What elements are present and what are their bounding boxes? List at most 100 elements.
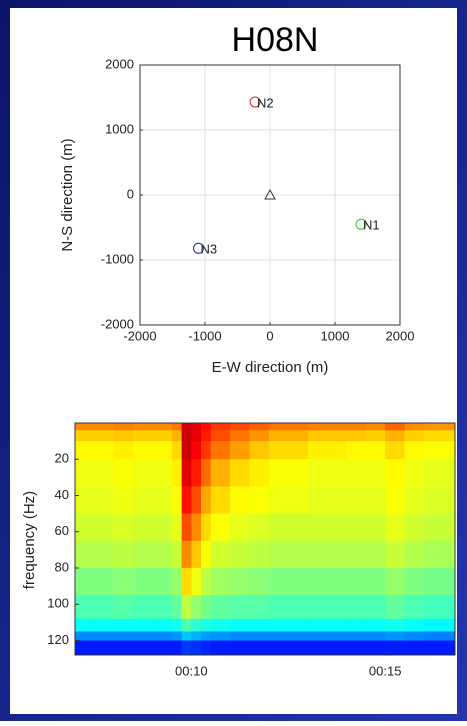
cell — [230, 540, 250, 569]
y-tick-label: 2000 — [105, 56, 134, 71]
cell — [385, 430, 406, 442]
cell — [113, 459, 134, 487]
cell — [171, 486, 183, 515]
cell — [133, 441, 154, 460]
cell — [346, 568, 367, 596]
cell — [268, 618, 309, 632]
cell — [191, 540, 202, 569]
cell — [75, 459, 95, 487]
cell — [404, 640, 425, 656]
cell — [191, 486, 202, 515]
cell — [268, 441, 309, 460]
cell — [201, 441, 212, 460]
cell — [201, 423, 212, 431]
y-axis-label: frequency (Hz) — [21, 491, 38, 589]
cell — [113, 430, 134, 442]
cell — [230, 430, 250, 442]
y-tick-label: 1000 — [105, 121, 134, 136]
cell — [152, 430, 173, 442]
cell — [404, 441, 425, 460]
cell — [210, 595, 231, 620]
x-tick-label: 00:10 — [175, 663, 208, 678]
cell — [365, 540, 386, 569]
cell — [230, 459, 250, 487]
cell — [230, 441, 250, 460]
cell — [152, 441, 173, 460]
cell — [346, 423, 367, 431]
cell — [133, 513, 154, 542]
cell — [113, 618, 134, 632]
cell — [94, 568, 115, 596]
cell — [171, 618, 183, 632]
y-tick-label: 20 — [55, 451, 69, 466]
cell — [365, 640, 386, 656]
cell — [249, 441, 270, 460]
cell — [210, 618, 231, 632]
cell — [181, 430, 192, 442]
cell — [307, 513, 347, 542]
cell — [171, 540, 183, 569]
cell — [365, 486, 386, 515]
cell — [201, 595, 212, 620]
cell — [346, 540, 367, 569]
cell — [171, 423, 183, 431]
x-axis-label: E-W direction (m) — [212, 359, 329, 376]
cell — [404, 595, 425, 620]
cell — [346, 441, 367, 460]
cell — [152, 631, 173, 641]
cell — [307, 441, 347, 460]
cell — [133, 568, 154, 596]
cell — [404, 618, 425, 632]
cell — [210, 640, 231, 656]
reference-marker — [264, 188, 276, 200]
cell — [191, 595, 202, 620]
cell — [171, 513, 183, 542]
cell — [307, 595, 347, 620]
cell — [346, 618, 367, 632]
cell — [201, 631, 212, 641]
cell — [268, 486, 309, 515]
cell — [307, 618, 347, 632]
point — [193, 242, 204, 254]
cell — [249, 430, 270, 442]
cell — [133, 595, 154, 620]
y-tick-label: -1000 — [101, 251, 134, 266]
y-tick-label: -2000 — [101, 316, 134, 331]
cell — [346, 459, 367, 487]
cell — [152, 459, 173, 487]
cell — [191, 640, 202, 656]
axes-box — [139, 64, 401, 326]
cell — [210, 540, 231, 569]
cell — [113, 513, 134, 542]
cell — [94, 430, 115, 442]
cell — [307, 631, 347, 641]
cell — [133, 423, 154, 431]
cell — [423, 441, 456, 460]
cell — [191, 513, 202, 542]
cell — [268, 631, 309, 641]
cell — [365, 618, 386, 632]
x-tick-label: 1000 — [321, 328, 350, 343]
cell — [404, 513, 425, 542]
cell — [365, 631, 386, 641]
cell — [365, 513, 386, 542]
cell — [201, 513, 212, 542]
cell — [385, 595, 406, 620]
cell — [423, 513, 456, 542]
cell — [346, 640, 367, 656]
chart-title: H08N — [232, 21, 319, 59]
cell — [113, 423, 134, 431]
cell — [181, 459, 192, 487]
cell — [181, 441, 192, 460]
cell — [133, 618, 154, 632]
cell — [365, 595, 386, 620]
point-label: N2 — [257, 95, 274, 110]
cell — [423, 595, 456, 620]
cell — [181, 568, 192, 596]
cell — [133, 430, 154, 442]
cell — [404, 459, 425, 487]
cell — [75, 441, 95, 460]
cell — [133, 540, 154, 569]
point-label: N3 — [201, 242, 218, 257]
